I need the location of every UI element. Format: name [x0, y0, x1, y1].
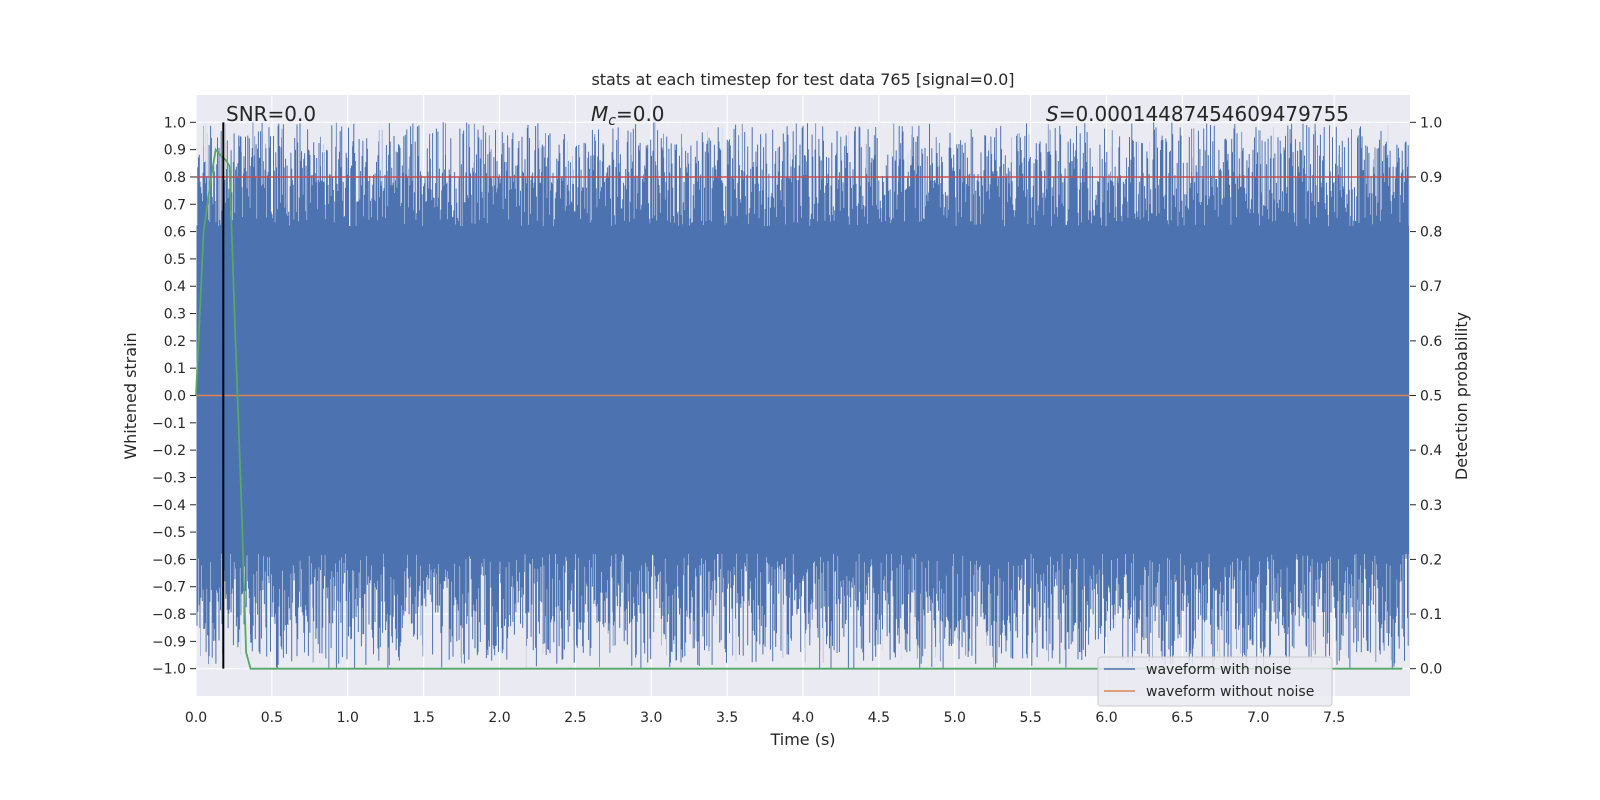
snr-annotation: SNR=0.0: [226, 102, 316, 126]
chirp-mass-annotation: Mc=0.0: [591, 102, 665, 129]
series-lines: [195, 122, 1410, 670]
legend-box: [1097, 656, 1333, 707]
y-tick-label-right: 0.6: [1420, 334, 1442, 350]
y-tick-label-left: −0.8: [152, 607, 186, 623]
x-tick-label: 4.0: [792, 710, 814, 726]
x-tick-label: 6.0: [1095, 710, 1117, 726]
x-tick-label: 2.5: [564, 710, 586, 726]
x-tick-label: 7.0: [1247, 710, 1269, 726]
y-tick-label-right: 0.7: [1420, 279, 1442, 295]
x-tick-label: 1.0: [337, 710, 359, 726]
y-tick-label-left: 0.0: [164, 389, 186, 405]
legend-label-waveform-without-noise: waveform without noise: [1146, 684, 1314, 700]
y-tick-label-right: 0.1: [1420, 607, 1442, 623]
x-tick-label: 3.0: [640, 710, 662, 726]
x-tick-label: 2.0: [488, 710, 510, 726]
y-tick-label-right: 0.0: [1420, 662, 1442, 678]
chirp-mass-symbol: M: [591, 102, 608, 126]
x-axis-label: Time (s): [769, 730, 835, 749]
annotations: SNR=0.0 Mc=0.0 S=0.00014487454609479755: [226, 102, 1349, 129]
y-tick-label-left: 0.9: [164, 143, 186, 159]
noise-gaps: [198, 122, 1396, 669]
x-tick-label: 5.5: [1019, 710, 1041, 726]
x-tick-label: 6.5: [1171, 710, 1193, 726]
y-tick-label-left: 0.7: [164, 197, 186, 213]
y-tick-label-left: 0.2: [164, 334, 186, 350]
y-tick-label-left: 0.8: [164, 170, 186, 186]
s-annotation: S=0.00014487454609479755: [1046, 102, 1349, 126]
y-tick-label-right: 0.2: [1420, 552, 1442, 568]
s-value: =0.00014487454609479755: [1059, 102, 1349, 126]
legend: waveform with noise waveform without noi…: [1097, 656, 1333, 707]
y-tick-label-left: 0.5: [164, 252, 186, 268]
x-tick-label: 0.5: [261, 710, 283, 726]
x-tick-label: 3.5: [716, 710, 738, 726]
y-tick-label-right: 0.9: [1420, 170, 1442, 186]
y-tick-label-left: −0.2: [152, 443, 186, 459]
x-tick-label: 5.0: [944, 710, 966, 726]
chirp-mass-value: =0.0: [616, 102, 665, 126]
y-tick-label-right: 0.4: [1420, 443, 1442, 459]
y-tick-label-right: 0.3: [1420, 498, 1442, 514]
y-tick-label-left: −0.1: [152, 416, 186, 432]
y-tick-label-left: −0.5: [152, 525, 186, 541]
y-tick-label-left: 0.1: [164, 361, 186, 377]
series-waveform-with-noise: [196, 122, 1409, 669]
y-tick-label-right: 0.5: [1420, 389, 1442, 405]
y-tick-label-left: 0.6: [164, 225, 186, 241]
y-tick-label-left: −0.7: [152, 580, 186, 596]
y-tick-label-left: −0.3: [152, 470, 186, 486]
tick-labels: 0.0 0.5 1.0 1.5 2.0 2.5 3.0 3.5 4.0 4.5 5.0 5.5 6.0 6…: [152, 115, 1442, 726]
y-tick-label-right: 1.0: [1420, 115, 1442, 131]
y-tick-label-left: −0.4: [152, 498, 186, 514]
s-symbol: S: [1046, 102, 1059, 126]
x-tick-label: 4.5: [868, 710, 890, 726]
y-axis-label-left: Whitened strain: [121, 332, 140, 459]
y-tick-label-right: 0.8: [1420, 225, 1442, 241]
x-tick-label: 7.5: [1323, 710, 1345, 726]
legend-label-waveform-with-noise: waveform with noise: [1146, 662, 1291, 678]
y-tick-label-left: 1.0: [164, 115, 186, 131]
series-detection-probability: [195, 147, 1403, 670]
x-tick-label: 1.5: [412, 710, 434, 726]
y-tick-label-left: −0.9: [152, 634, 186, 650]
chart-title: stats at each timestep for test data 765…: [591, 70, 1014, 89]
y-tick-label-left: 0.3: [164, 307, 186, 323]
chirp-mass-subscript: c: [608, 113, 616, 129]
x-tick-label: 0.0: [185, 710, 207, 726]
y-axis-label-right: Detection probability: [1452, 312, 1471, 480]
y-tick-label-left: −1.0: [152, 662, 186, 678]
y-tick-label-left: −0.6: [152, 552, 186, 568]
y-tick-label-left: 0.4: [164, 279, 186, 295]
